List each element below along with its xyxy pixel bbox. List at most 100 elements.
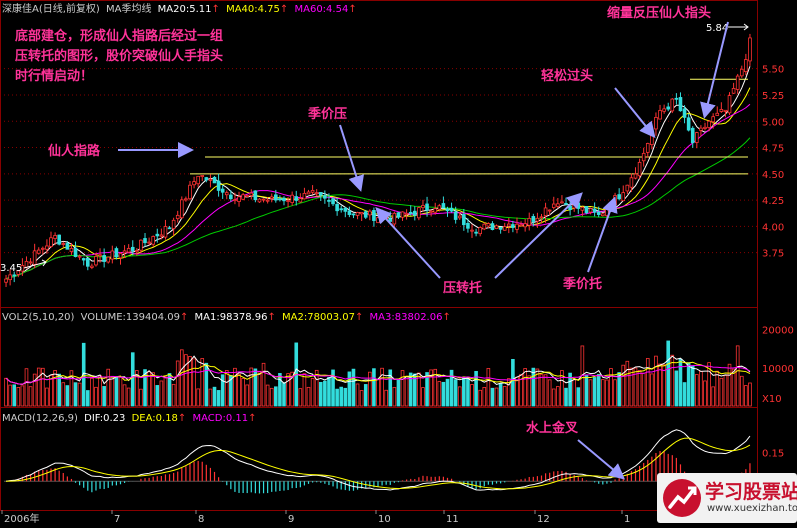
volume-bar: [368, 371, 372, 407]
volume-bar: [359, 390, 364, 407]
candle-body: [192, 181, 196, 186]
candle-body: [282, 197, 286, 202]
volume-bar: [707, 362, 711, 407]
candle-body: [249, 192, 254, 196]
volume-bar: [343, 387, 348, 407]
candle-body: [171, 219, 176, 229]
volume-bar: [584, 375, 589, 407]
watermark-url: www.xuexizhan.top: [707, 503, 797, 514]
volume-bar: [703, 380, 707, 407]
low-price-label: 3.45: [0, 263, 22, 274]
candle-body: [220, 188, 225, 193]
candle-body: [703, 126, 707, 129]
volume-bar: [224, 370, 229, 407]
volume-bar: [41, 367, 45, 407]
volume-bar: [576, 387, 581, 407]
candle-body: [654, 117, 658, 130]
candle-body: [143, 238, 147, 244]
volume-bar: [216, 390, 221, 407]
candle-body: [641, 152, 646, 162]
volume-bar: [568, 372, 572, 407]
label-shuishang: 水上金叉: [526, 420, 579, 436]
volume-bar: [200, 358, 205, 407]
volume-bar: [249, 367, 254, 407]
volume-bar: [519, 374, 523, 407]
volume-bar: [159, 380, 164, 407]
annotations: 底部建仓，形成仙人指路后经过一组 压转托的图形，股价突破仙人手指头 时行情启动！…: [15, 5, 711, 436]
candle-body: [12, 274, 17, 277]
macd-dif: DIF:0.23: [84, 413, 125, 424]
volume-bar: [474, 370, 478, 407]
volume-bar: [20, 385, 25, 407]
candle-body: [339, 208, 344, 211]
volume-bar: [596, 374, 601, 407]
candle-body: [429, 210, 433, 213]
watermark-name: 学习股票站: [705, 481, 797, 503]
volume-bar: [49, 374, 53, 407]
candle-body: [61, 243, 66, 245]
volume-bar: [265, 384, 270, 407]
candle-body: [629, 177, 634, 188]
candle-body: [135, 250, 139, 253]
candle-body: [417, 207, 421, 219]
candle-body: [73, 247, 78, 257]
volume-bar: [118, 376, 123, 407]
volume-bar: [453, 379, 458, 407]
candle-body: [269, 196, 274, 199]
volume-bar: [167, 373, 172, 407]
candle-body: [335, 203, 339, 212]
volume-bar: [130, 352, 135, 407]
price-tick-label: 4.00: [762, 222, 784, 233]
candle-body: [306, 191, 311, 195]
candle-body: [551, 203, 556, 208]
volume-bar: [175, 360, 180, 407]
candle-body: [94, 256, 98, 266]
candle-body: [408, 211, 413, 214]
arrow-shuishang: [577, 439, 626, 480]
volume-bar: [335, 388, 339, 407]
candle-body: [310, 190, 315, 193]
volume-bar: [650, 373, 654, 407]
volume-bar: [539, 374, 544, 407]
candle-body: [592, 208, 597, 213]
candle-body: [180, 199, 184, 219]
price-pointers: [23, 23, 749, 269]
volume-bar: [98, 375, 102, 407]
candle-body: [122, 250, 127, 254]
volume-bar: [376, 379, 380, 407]
candle-body: [204, 177, 209, 181]
vol-ma3-line: [5, 364, 751, 385]
candle-body: [478, 227, 482, 235]
volume-bar: [613, 379, 617, 407]
volume-bar: [384, 389, 388, 407]
candle-body: [584, 206, 589, 214]
volume-bar: [523, 368, 527, 407]
volume-bar: [592, 377, 597, 407]
candle-body: [155, 233, 160, 237]
volume-bar: [412, 373, 417, 407]
candle-body: [543, 207, 548, 217]
candle-body: [16, 270, 21, 275]
volume-bar: [32, 373, 37, 407]
chart-header: 深康佳A(日线,前复权) MA季均线 MA20:5.11↑ MA40:4.75↑…: [2, 2, 357, 15]
ma-line-long: [5, 103, 751, 280]
candle-body: [441, 203, 446, 209]
volume-bar: [666, 340, 671, 407]
candle-body: [425, 203, 429, 211]
candle-body: [445, 208, 450, 212]
volume-bar: [735, 345, 740, 407]
candle-body: [470, 229, 474, 232]
volume-bar: [739, 375, 744, 407]
volume-bar: [94, 386, 98, 407]
volume-bar: [53, 370, 57, 407]
candle-body: [331, 198, 335, 205]
price-tick-label: 5.25: [762, 91, 784, 102]
candle-body: [731, 88, 736, 94]
candle-body: [376, 217, 380, 224]
candle-body: [45, 245, 49, 250]
volume-bar: [695, 374, 699, 407]
macd-macd: MACD:0.11: [193, 413, 249, 424]
volume-bar: [445, 378, 450, 407]
vol-title: VOL2(5,10,20): [2, 312, 75, 323]
volume-bar: [261, 362, 266, 407]
